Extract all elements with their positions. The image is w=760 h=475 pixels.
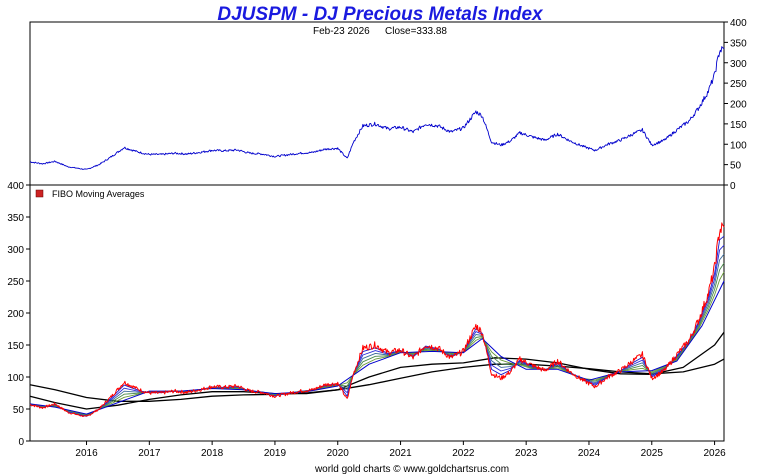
chart-title: DJUSPM - DJ Precious Metals Index [217, 4, 544, 25]
x-tick-label: 2026 [703, 448, 726, 459]
x-tick-label: 2018 [201, 448, 224, 459]
top-y-tick-label: 100 [730, 140, 747, 151]
subtitle-date: Feb-23 2026 [313, 26, 370, 37]
x-tick-label: 2024 [578, 448, 601, 459]
bottom-y-tick-label: 0 [18, 437, 24, 448]
ma-fan-line [29, 244, 725, 417]
top-y-tick-label: 400 [730, 18, 747, 29]
top-series-group [30, 46, 725, 170]
x-tick-label: 2021 [389, 448, 412, 459]
ma-fan-line [29, 253, 725, 416]
bottom-y-tick-label: 350 [7, 213, 24, 224]
x-tick-label: 2025 [641, 448, 664, 459]
subtitle-close: Close=333.88 [385, 26, 447, 37]
x-tick-label: 2023 [515, 448, 538, 459]
legend-swatch [35, 189, 44, 198]
ma-long-line [29, 358, 725, 402]
top-y-tick-label: 250 [730, 79, 747, 90]
top-price-line [30, 46, 725, 170]
x-tick-label: 2019 [264, 448, 287, 459]
top-panel-frame [29, 21, 725, 186]
footer-credit: world gold charts © www.goldchartsrus.co… [314, 464, 509, 475]
top-y-tick-label: 50 [730, 161, 742, 172]
bottom-x-axis: 2016 2017 2018 2019 2020 2021 2022 2023 2024 2025… [75, 441, 726, 459]
x-tick-label: 2016 [75, 448, 98, 459]
x-tick-label: 2022 [452, 448, 475, 459]
bottom-y-tick-label: 250 [7, 277, 24, 288]
bottom-y-tick-label: 50 [13, 405, 25, 416]
x-tick-label: 2017 [138, 448, 161, 459]
bottom-y-axis: 0 50 100 150 200 250 300 350 400 [7, 181, 30, 448]
x-tick-label: 2020 [327, 448, 350, 459]
bottom-y-tick-label: 400 [7, 181, 24, 192]
bottom-series-group [29, 222, 725, 417]
bottom-y-tick-label: 150 [7, 341, 24, 352]
top-y-tick-label: 150 [730, 120, 747, 131]
top-y-tick-label: 300 [730, 59, 747, 70]
ma-fan-line [29, 235, 725, 417]
legend-label: FIBO Moving Averages [52, 189, 145, 199]
bottom-y-tick-label: 100 [7, 373, 24, 384]
bottom-price-line [29, 222, 725, 417]
top-y-axis: 0 50 100 150 200 250 300 350 400 [724, 18, 747, 192]
bottom-y-tick-label: 300 [7, 245, 24, 256]
top-y-tick-label: 350 [730, 38, 747, 49]
bottom-y-tick-label: 200 [7, 309, 24, 320]
ma-medium-line [29, 331, 725, 410]
top-y-tick-label: 200 [730, 100, 747, 111]
top-y-tick-label: 0 [730, 181, 736, 192]
